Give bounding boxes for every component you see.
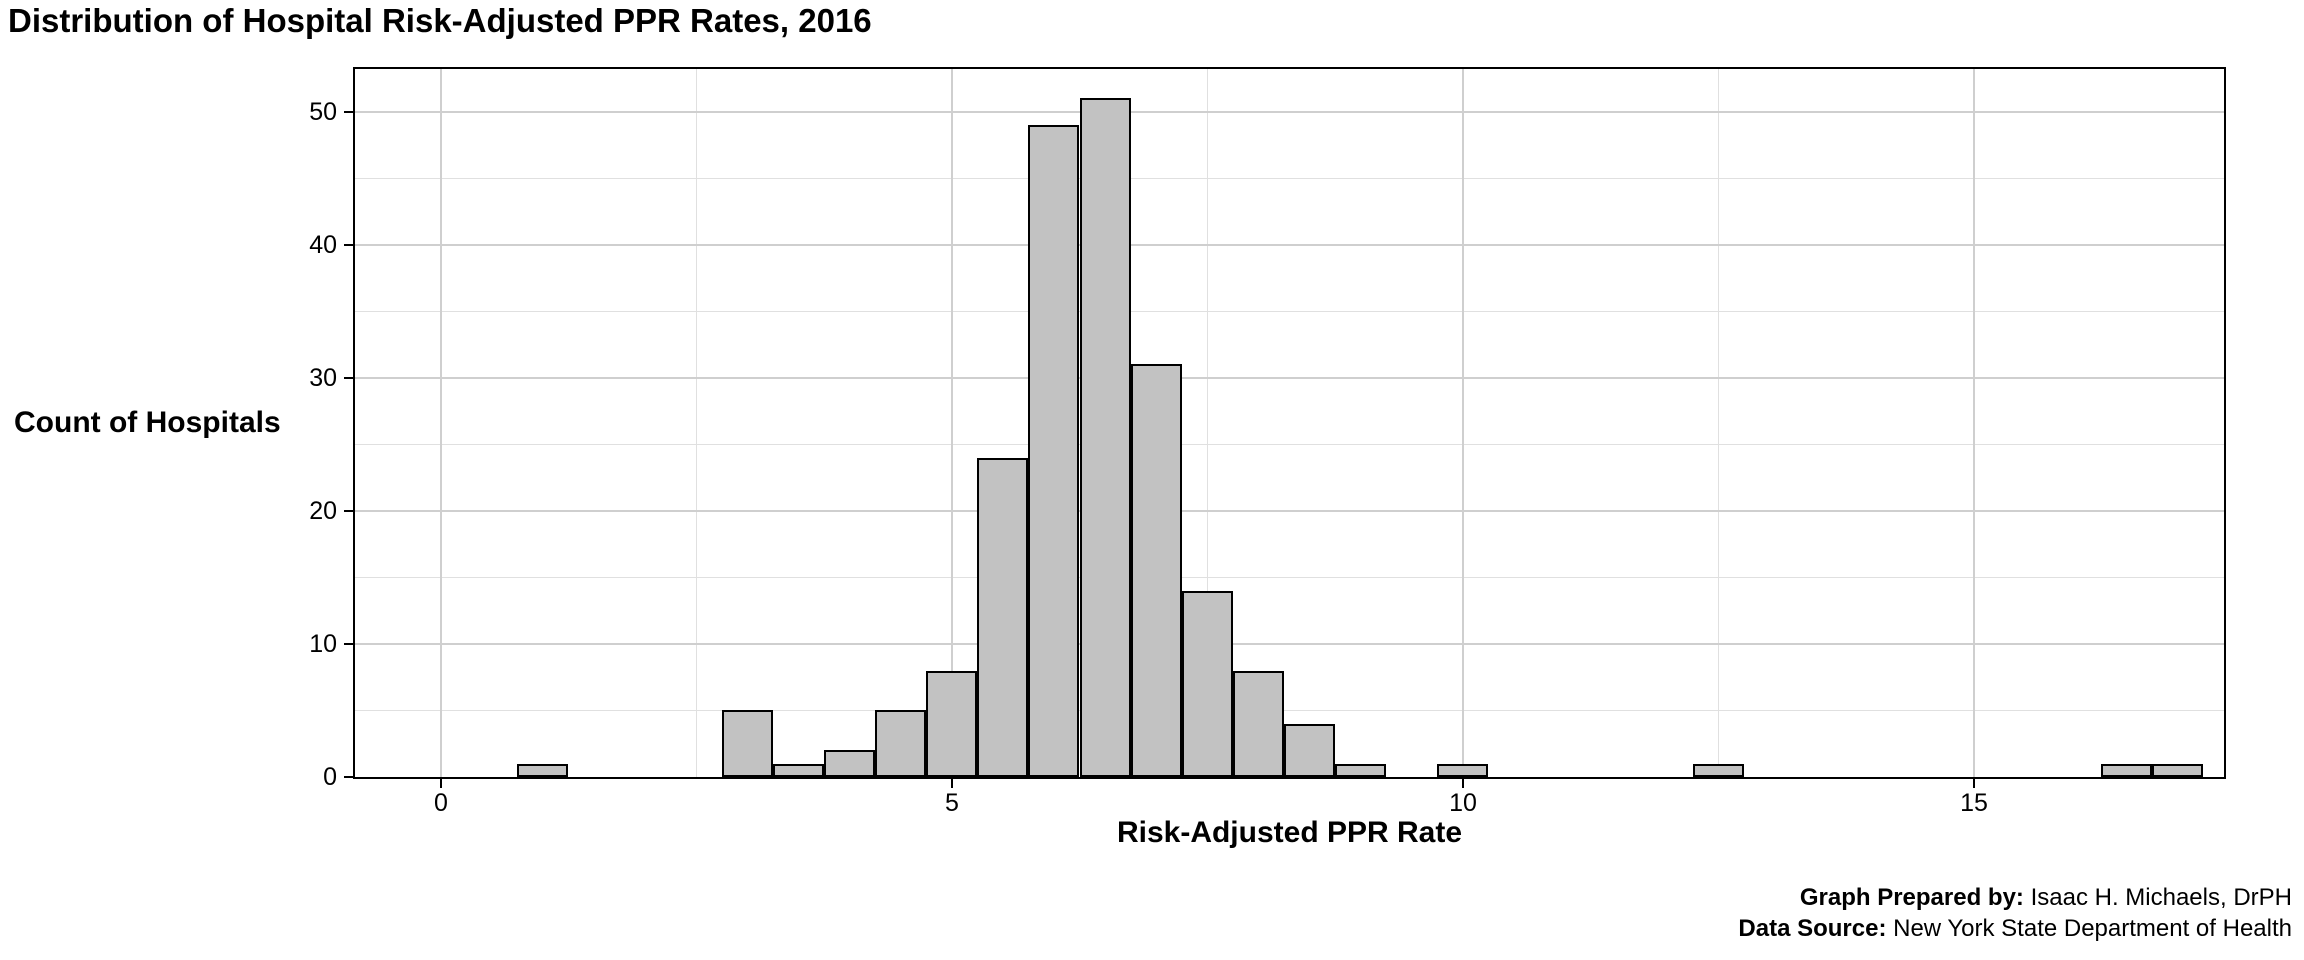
histogram-bar [2152, 764, 2203, 777]
y-major-gridline [355, 111, 2224, 113]
x-minor-gridline [1718, 69, 1719, 777]
x-tick-mark [1462, 779, 1464, 788]
x-tick-label: 5 [945, 789, 959, 817]
histogram-bar [926, 671, 977, 777]
histogram-bar [722, 710, 773, 777]
x-major-gridline [440, 69, 442, 777]
histogram-bar [977, 458, 1028, 777]
y-major-gridline [355, 643, 2224, 645]
y-tick-mark [344, 643, 353, 645]
histogram-bar [1028, 125, 1079, 777]
histogram-bar [517, 764, 568, 777]
prepared-by-value: Isaac H. Michaels, DrPH [2023, 884, 2292, 911]
y-tick-mark [344, 776, 353, 778]
histogram-bar [1131, 364, 1182, 777]
y-tick-label: 50 [309, 98, 337, 126]
histogram-bar [1335, 764, 1386, 777]
x-major-gridline [951, 69, 953, 777]
x-tick-mark [440, 779, 442, 788]
chart-title: Distribution of Hospital Risk-Adjusted P… [8, 2, 872, 39]
data-source-label: Data Source: [1738, 915, 1887, 942]
histogram-bar [1080, 98, 1131, 777]
y-axis-title: Count of Hospitals [14, 406, 281, 439]
x-minor-gridline [696, 69, 697, 777]
y-major-gridline [355, 244, 2224, 246]
y-minor-gridline [355, 311, 2224, 312]
histogram-bar [1437, 764, 1488, 777]
histogram-bar [824, 750, 875, 777]
histogram-bar [2101, 764, 2152, 777]
y-minor-gridline [355, 178, 2224, 179]
y-tick-mark [344, 244, 353, 246]
y-tick-label: 40 [309, 231, 337, 259]
histogram-bar [1233, 671, 1284, 777]
x-tick-mark [1973, 779, 1975, 788]
x-tick-mark [951, 779, 953, 788]
y-tick-mark [344, 510, 353, 512]
x-tick-label: 0 [434, 789, 448, 817]
x-minor-gridline [1207, 69, 1208, 777]
prepared-by-label: Graph Prepared by: [1799, 884, 2024, 911]
y-tick-mark [344, 111, 353, 113]
y-major-gridline [355, 510, 2224, 512]
x-tick-label: 10 [1449, 789, 1477, 817]
data-source-line: Data Source: New York State Department o… [1738, 913, 2292, 944]
histogram-bar [1182, 591, 1233, 777]
y-minor-gridline [355, 444, 2224, 445]
histogram-bar [1284, 724, 1335, 777]
y-major-gridline [355, 377, 2224, 379]
y-tick-mark [344, 377, 353, 379]
y-tick-label: 0 [323, 763, 337, 791]
histogram-bar [1693, 764, 1744, 777]
y-tick-label: 20 [309, 497, 337, 525]
x-major-gridline [1973, 69, 1975, 777]
prepared-by-line: Graph Prepared by: Isaac H. Michaels, Dr… [1738, 882, 2292, 913]
histogram-bar [875, 710, 926, 777]
plot-panel [353, 67, 2226, 779]
y-minor-gridline [355, 577, 2224, 578]
attribution: Graph Prepared by: Isaac H. Michaels, Dr… [1738, 882, 2292, 944]
y-tick-label: 30 [309, 364, 337, 392]
histogram-bar [773, 764, 824, 777]
y-tick-label: 10 [309, 630, 337, 658]
y-minor-gridline [355, 710, 2224, 711]
x-tick-label: 15 [1960, 789, 1988, 817]
x-axis-title: Risk-Adjusted PPR Rate [1116, 816, 1463, 849]
data-source-value: New York State Department of Health [1886, 915, 2292, 942]
x-major-gridline [1462, 69, 1464, 777]
